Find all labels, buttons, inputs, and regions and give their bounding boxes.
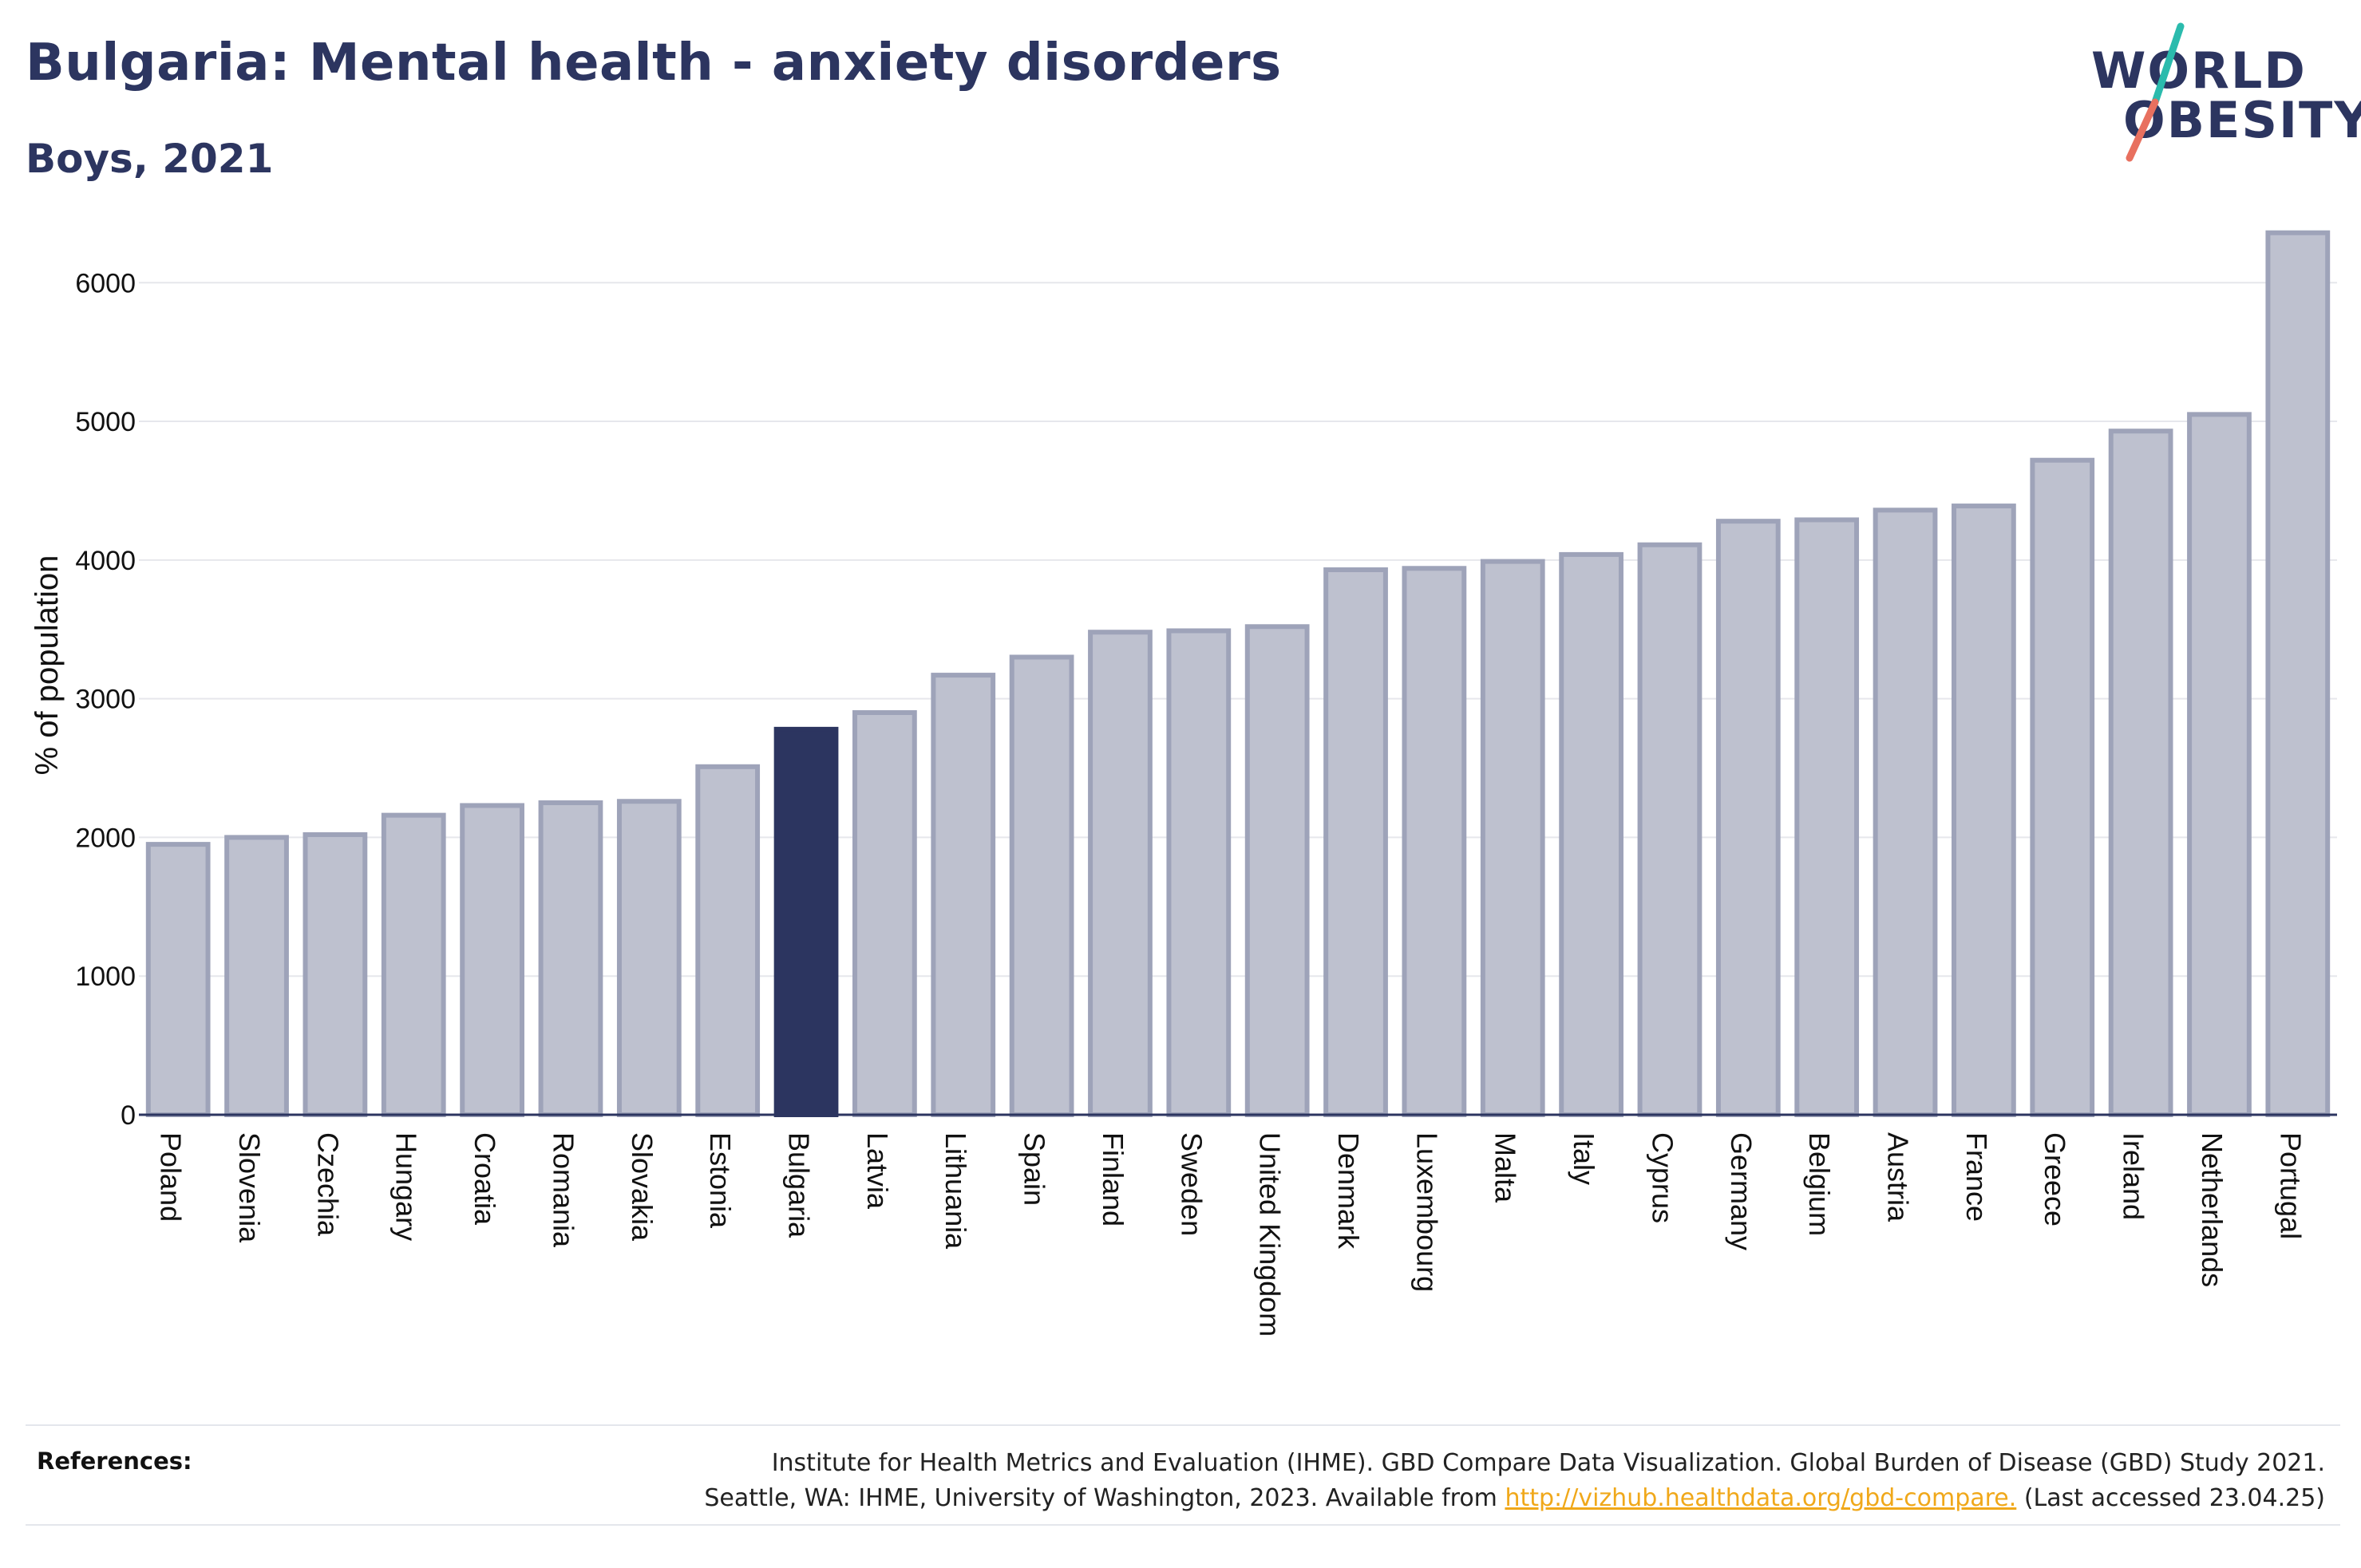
bar-poland: [145, 842, 211, 1117]
x-tick-label: Hungary: [390, 1132, 423, 1241]
bar-netherlands: [2187, 412, 2252, 1117]
x-tick-label: Estonia: [704, 1132, 737, 1229]
x-tick-label: Finland: [1097, 1132, 1129, 1226]
bar-france: [1952, 504, 2016, 1117]
x-tick-label: Czechia: [311, 1132, 344, 1237]
y-tick-label: 6000: [75, 268, 136, 298]
bar-hungary: [381, 812, 446, 1117]
y-tick-label: 0: [121, 1100, 136, 1131]
bar-bulgaria: [773, 726, 839, 1117]
chart-title: Bulgaria: Mental health - anxiety disord…: [26, 34, 1282, 93]
x-tick-label: Denmark: [1332, 1132, 1365, 1250]
chart-subtitle: Boys, 2021: [26, 136, 274, 182]
references-text: Institute for Health Metrics and Evaluat…: [704, 1446, 2325, 1516]
x-tick-label: Luxembourg: [1410, 1132, 1443, 1292]
bar-latvia: [852, 710, 917, 1117]
x-tick-label: Slovakia: [626, 1132, 658, 1242]
bar-sweden: [1166, 628, 1232, 1117]
bar-greece: [2030, 457, 2095, 1117]
bar-czechia: [303, 831, 368, 1117]
bar-portugal: [2265, 230, 2331, 1117]
y-tick-label: 4000: [75, 546, 136, 576]
x-tick-label: Ireland: [2118, 1132, 2150, 1220]
world-obesity-logo: WORLD OBESITY: [2075, 22, 2361, 166]
x-tick-label: Portugal: [2274, 1132, 2307, 1239]
bar-finland: [1088, 630, 1153, 1117]
bar-belgium: [1794, 517, 1860, 1117]
references-line-2: Seattle, WA: IHME, University of Washing…: [704, 1481, 2325, 1516]
y-tick-label: 2000: [75, 823, 136, 853]
x-tick-label: Slovenia: [233, 1132, 266, 1243]
x-tick-label: Greece: [2039, 1132, 2071, 1226]
x-tick-label: Lithuania: [939, 1132, 972, 1250]
x-tick-label: Belgium: [1803, 1132, 1836, 1236]
bar-slovenia: [224, 835, 289, 1117]
bar-lithuania: [931, 673, 996, 1117]
gbd-compare-link[interactable]: http://vizhub.healthdata.org/gbd-compare…: [1505, 1484, 2017, 1512]
logo-word-world: WORLD: [2091, 41, 2307, 100]
x-tick-label: Malta: [1489, 1132, 1522, 1203]
x-tick-label: Romania: [547, 1132, 579, 1248]
bar-croatia: [460, 803, 524, 1117]
x-tick-label: Latvia: [861, 1132, 894, 1210]
x-tick-label: Bulgaria: [783, 1132, 816, 1238]
x-tick-label: Cyprus: [1646, 1132, 1679, 1223]
x-tick-label: Croatia: [469, 1132, 501, 1226]
bar-romania: [538, 800, 603, 1118]
x-axis-ticks: Poland Slovenia Czechia Hungary Croatia Roman…: [155, 1132, 2308, 1337]
bar-luxembourg: [1402, 566, 1467, 1117]
x-tick-label: Germany: [1725, 1132, 1758, 1250]
bar-denmark: [1323, 567, 1388, 1117]
bar-austria: [1873, 508, 1938, 1117]
bar-slovakia: [616, 799, 682, 1117]
bar-united-kingdom: [1244, 624, 1310, 1117]
x-tick-label: Austria: [1882, 1132, 1915, 1222]
x-tick-label: Spain: [1018, 1132, 1051, 1206]
bar-germany: [1715, 519, 1781, 1117]
bar-malta: [1480, 559, 1545, 1117]
logo-word-obesity: OBESITY: [2123, 91, 2361, 149]
y-axis-label: % of population: [30, 555, 65, 776]
bar-ireland: [2108, 429, 2173, 1117]
bar-spain: [1009, 654, 1074, 1117]
y-tick-label: 3000: [75, 685, 136, 715]
references-bottom-divider: [26, 1524, 2340, 1526]
y-axis-ticks: 0 1000 2000 3000 4000 5000 6000: [75, 268, 136, 1131]
bar-cyprus: [1637, 542, 1703, 1117]
references-line-2-prefix: Seattle, WA: IHME, University of Washing…: [704, 1484, 1505, 1512]
x-tick-label: United Kingdom: [1254, 1132, 1287, 1337]
references-line-1: Institute for Health Metrics and Evaluat…: [771, 1449, 2325, 1477]
logo-slash-icon: [2126, 22, 2185, 162]
x-tick-label: Italy: [1568, 1132, 1600, 1185]
x-tick-label: France: [1960, 1132, 1993, 1222]
x-tick-label: Sweden: [1175, 1132, 1208, 1236]
bar-italy: [1559, 551, 1623, 1117]
bars: [145, 230, 2331, 1118]
references-top-divider: [26, 1424, 2340, 1426]
y-tick-label: 5000: [75, 407, 136, 437]
references-label: References:: [37, 1448, 192, 1475]
y-tick-label: 1000: [75, 962, 136, 992]
bar-estonia: [695, 764, 761, 1117]
references-line-2-suffix: (Last accessed 23.04.25): [2016, 1484, 2325, 1512]
x-tick-label: Poland: [155, 1132, 188, 1222]
x-tick-label: Netherlands: [2196, 1132, 2229, 1287]
bar-chart: 0 1000 2000 3000 4000 5000 6000 Poland Slovenia…: [30, 230, 2337, 1337]
